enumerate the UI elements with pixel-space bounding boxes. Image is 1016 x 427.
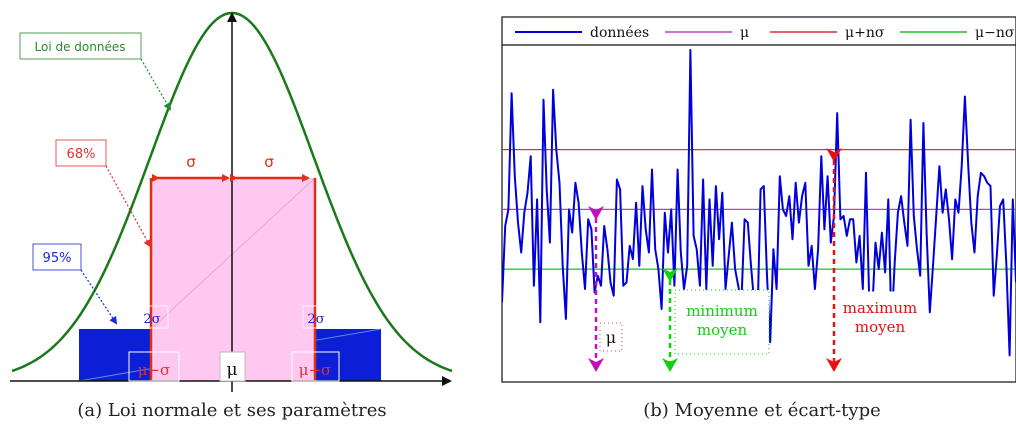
mu-box [219, 351, 246, 382]
series-line-donnees [502, 49, 1016, 357]
law-label-box [19, 32, 142, 60]
band-68 [151, 178, 315, 381]
legend-label-data: données [590, 25, 649, 41]
max-annotation-line1: maximum [843, 299, 918, 317]
mu-label: μ [226, 360, 237, 380]
mu-plus-sigma-box [291, 351, 340, 382]
max-annotation-box [838, 291, 922, 343]
law-label: Loi de données [35, 40, 126, 54]
band-68-diagonal [150, 177, 316, 330]
pct95-label: 95% [43, 251, 72, 266]
legend-label-mu-minus: μ−nσ [975, 25, 1015, 41]
two-sigma-left-label: 2σ [143, 312, 160, 327]
pct68-pointer [105, 165, 151, 248]
two-sigma-right-box [302, 305, 331, 329]
pct68-label: 68% [67, 147, 96, 162]
pct95-box [32, 243, 82, 271]
min-annotation-box [674, 289, 770, 355]
caption-b: (b) Moyenne et écart-type [643, 400, 881, 421]
pct95-pointer [80, 269, 118, 325]
caption-a: (a) Loi normale et ses paramètres [77, 400, 386, 421]
max-annotation-line2: moyen [855, 318, 906, 336]
mu-minus-sigma-box [128, 351, 180, 382]
two-sigma-left-box [140, 305, 169, 329]
pct68-box [55, 139, 107, 167]
mu-plus-sigma-label: μ+σ [299, 361, 332, 379]
sigma-left-label: σ [186, 153, 196, 171]
panel-b: données μ μ+nσ μ−nσ μ minimum moyen maxi… [501, 16, 1016, 421]
mu-annotation-box [599, 322, 623, 352]
panel-a: σ σ Loi de données 68% 95% 2σ 2σ μ−σ μ μ… [10, 11, 453, 421]
legend-label-mu: μ [740, 25, 749, 41]
mu-annotation: μ [606, 328, 616, 347]
sigma-right-label: σ [264, 153, 274, 171]
mu-minus-sigma-label: μ−σ [138, 361, 171, 379]
law-pointer [140, 58, 172, 111]
legend-label-mu-plus: μ+nσ [845, 25, 885, 41]
legend: données μ μ+nσ μ−nσ [515, 25, 1015, 41]
min-annotation-line1: minimum [686, 302, 758, 320]
min-annotation-line2: moyen [697, 321, 748, 339]
two-sigma-right-label: 2σ [307, 312, 324, 327]
